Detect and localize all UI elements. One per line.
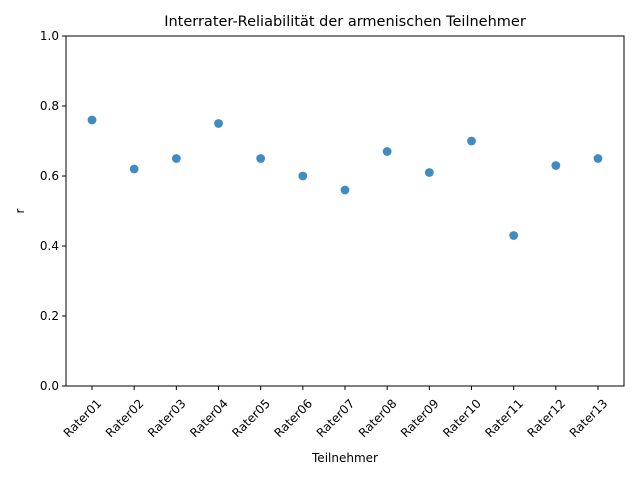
data-points bbox=[87, 115, 603, 240]
x-tick-label: Rater06 bbox=[272, 396, 316, 440]
data-point-rater07 bbox=[340, 185, 350, 195]
y-tick-label: 0.0 bbox=[40, 379, 59, 393]
data-point-rater06 bbox=[298, 171, 308, 181]
y-tick-label: 0.8 bbox=[40, 99, 59, 113]
data-point-rater04 bbox=[214, 119, 223, 128]
plot-frame bbox=[65, 35, 625, 387]
chart-title: Interrater-Reliabilität der armenischen … bbox=[164, 14, 526, 30]
y-tick-label: 1.0 bbox=[40, 29, 59, 43]
data-point-rater11 bbox=[509, 231, 519, 240]
x-tick-label: Rater05 bbox=[229, 396, 273, 440]
x-axis-label: Teilnehmer bbox=[311, 451, 378, 465]
x-tick-label: Rater08 bbox=[356, 396, 400, 440]
data-point-rater08 bbox=[382, 147, 392, 156]
data-point-rater12 bbox=[551, 161, 561, 170]
x-tick-label: Rater03 bbox=[145, 396, 189, 440]
y-axis-ticks: 0.0 0.2 0.4 0.6 0.8 1.0 bbox=[40, 29, 66, 393]
data-point-rater01 bbox=[87, 115, 97, 125]
data-point-rater05 bbox=[256, 154, 266, 163]
x-tick-label: Rater01 bbox=[61, 396, 105, 440]
x-tick-label: Rater07 bbox=[314, 396, 358, 440]
data-point-rater02 bbox=[129, 164, 139, 174]
data-point-rater10 bbox=[467, 136, 476, 146]
x-tick-label: Rater11 bbox=[482, 396, 526, 440]
y-tick-label: 0.2 bbox=[40, 309, 59, 323]
x-tick-label: Rater02 bbox=[103, 396, 147, 440]
y-tick-label: 0.6 bbox=[40, 169, 59, 183]
y-tick-label: 0.4 bbox=[40, 239, 59, 253]
x-tick-label: Rater13 bbox=[567, 396, 611, 440]
data-point-rater03 bbox=[171, 154, 181, 163]
x-tick-label: Rater09 bbox=[398, 396, 442, 440]
x-tick-label: Rater12 bbox=[525, 396, 569, 440]
data-point-rater13 bbox=[593, 154, 603, 163]
data-point-rater09 bbox=[424, 168, 434, 177]
x-tick-label: Rater10 bbox=[440, 396, 484, 440]
x-axis-ticks: Rater01Rater02Rater03Rater04Rater05Rater… bbox=[61, 386, 611, 440]
x-tick-label: Rater04 bbox=[187, 396, 231, 440]
y-axis-label: r bbox=[13, 208, 27, 213]
